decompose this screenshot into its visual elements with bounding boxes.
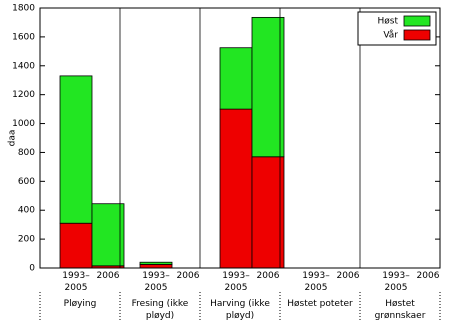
x-tick-label: 1993– 2005 — [302, 271, 330, 293]
y-tick-label: 1600 — [12, 32, 35, 42]
bar-segment — [91, 203, 125, 267]
x-tick-label: 1993– 2005 — [222, 271, 250, 293]
x-tick-label-line: 2005 — [385, 283, 408, 293]
y-tick-label: 200 — [18, 235, 35, 245]
bar-segment — [219, 47, 253, 110]
group-label-line: Harving (ikke — [210, 299, 270, 309]
x-tick-label: 1993– 2005 — [142, 271, 170, 293]
bar-segment — [59, 75, 93, 224]
x-tick-label-line: 2006 — [417, 271, 440, 281]
x-tick-label-line: 1993– — [302, 271, 330, 281]
bar-segment — [251, 156, 285, 269]
x-tick-label: 2006 — [417, 271, 440, 281]
x-tick-label-line: 1993– — [382, 271, 410, 281]
plot-frame — [39, 7, 441, 269]
y-tick-label: 0 — [29, 264, 35, 274]
x-tick-label: 1993– 2005 — [62, 271, 90, 293]
group-label: Høstet poteter — [287, 299, 353, 309]
y-tick-label: 1000 — [12, 119, 35, 129]
x-tick-label: 1993– 2005 — [382, 271, 410, 293]
bar-segment — [59, 222, 93, 269]
group-label-line: Høstet poteter — [287, 299, 353, 309]
group-label-line: Pløying — [64, 299, 97, 309]
y-axis-label: daa — [8, 130, 18, 147]
x-tick-label-line: 2005 — [145, 283, 168, 293]
legend-label: Vår — [383, 30, 398, 41]
bar-segment — [219, 108, 253, 269]
x-tick-label: 2006 — [337, 271, 360, 281]
x-tick-label: 2006 — [257, 271, 280, 281]
group-label: Pløying — [64, 299, 97, 309]
y-tick-label: 1800 — [12, 4, 35, 14]
x-tick-label: 2006 — [97, 271, 120, 281]
group-label-line: Høstet — [385, 299, 415, 309]
bar-segment — [139, 263, 173, 269]
x-tick-label-line: 1993– — [222, 271, 250, 281]
group-label: Fresing (ikke pløyd) — [132, 299, 189, 321]
legend-label: Høst — [378, 17, 399, 27]
y-tick-label: 1400 — [12, 61, 35, 71]
x-tick-label-line: 2005 — [65, 283, 88, 293]
y-tick-label: 800 — [18, 148, 35, 158]
group-label-line: Fresing (ikke — [132, 299, 189, 309]
x-tick-label-line: 2005 — [305, 283, 328, 293]
x-tick-label-line: 2006 — [257, 271, 280, 281]
bar-segment — [251, 16, 285, 158]
group-label: Høstet grønnskaer — [375, 299, 426, 321]
y-tick-label: 400 — [18, 206, 35, 216]
x-tick-label-line: 1993– — [142, 271, 170, 281]
y-tick-label: 600 — [18, 177, 35, 187]
group-label: Harving (ikke pløyd) — [210, 299, 270, 321]
x-tick-label-line: 2006 — [337, 271, 360, 281]
y-tick-label: 1200 — [12, 90, 35, 100]
x-tick-label-line: 1993– — [62, 271, 90, 281]
legend-swatch — [403, 15, 431, 27]
group-label-line: grønnskaer — [375, 311, 426, 321]
x-tick-label: 2006 — [177, 271, 200, 281]
x-tick-label-line: 2006 — [97, 271, 120, 281]
x-tick-label-line: 2005 — [225, 283, 248, 293]
group-label-line: pløyd) — [146, 311, 174, 321]
bar-segment — [139, 261, 173, 265]
group-label-line: pløyd) — [226, 311, 254, 321]
legend-swatch — [403, 29, 431, 41]
x-tick-label-line: 2006 — [177, 271, 200, 281]
